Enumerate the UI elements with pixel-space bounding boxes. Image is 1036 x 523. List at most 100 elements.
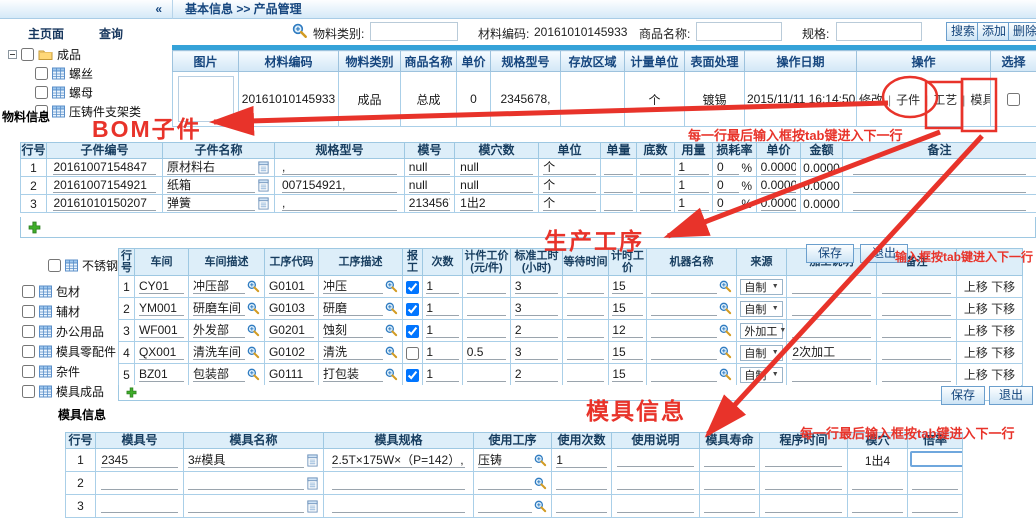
bom-moldno-input[interactable]: null xyxy=(408,160,451,176)
collapse-sidebar-icon[interactable]: « xyxy=(155,2,162,16)
bom-remark-input[interactable] xyxy=(852,197,1027,211)
bom-cavity-input[interactable]: null xyxy=(460,178,533,194)
add-button[interactable]: 添加 xyxy=(977,22,1012,41)
note-lookup-icon[interactable] xyxy=(306,477,319,490)
proc-wait-input[interactable] xyxy=(566,368,605,382)
proc-remark-input[interactable] xyxy=(882,280,951,294)
sidebar-tab-query[interactable]: 查询 xyxy=(99,27,124,41)
tree-node-fucai[interactable]: 辅材 xyxy=(22,303,80,320)
tree-node-label[interactable]: 螺丝 xyxy=(69,67,94,81)
proc-opdesc-input[interactable]: 蚀刻 xyxy=(323,323,383,338)
mold-usenote-input[interactable] xyxy=(617,476,694,491)
move-up-link[interactable]: 上移 xyxy=(963,368,988,382)
mold-spec-input[interactable] xyxy=(331,499,466,514)
proc-times-input[interactable]: 1 xyxy=(426,367,459,383)
tree-checkbox[interactable] xyxy=(22,365,35,378)
add-row-icon[interactable] xyxy=(28,221,41,234)
bom-moldno-input[interactable]: null xyxy=(408,178,451,194)
bom-unit-input[interactable]: 个 xyxy=(543,196,596,212)
bom-cavity-input[interactable]: 1出2 xyxy=(460,196,533,212)
proc-hourprice-input[interactable]: 15 xyxy=(612,345,643,361)
proc-stdhours-input[interactable]: 3 xyxy=(514,301,559,317)
proc-shopdesc-input[interactable]: 研磨车间 xyxy=(193,301,245,316)
magnifier-lookup-icon[interactable] xyxy=(719,280,732,293)
proc-opcode-input[interactable]: G0101 xyxy=(268,279,315,295)
sidebar-tab-main[interactable]: 主页面 xyxy=(28,27,65,41)
mold-cavity-input[interactable] xyxy=(852,476,903,491)
tree-checkbox[interactable] xyxy=(22,325,35,338)
magnifier-lookup-icon[interactable] xyxy=(719,368,732,381)
tree-node-bangong[interactable]: 办公用品 xyxy=(22,323,104,340)
proc-report-checkbox[interactable] xyxy=(406,324,419,338)
magnifier-lookup-icon[interactable] xyxy=(247,302,260,315)
note-lookup-icon[interactable] xyxy=(257,179,270,192)
move-up-link[interactable]: 上移 xyxy=(963,346,988,360)
tree-node-root[interactable]: 成品 xyxy=(8,46,81,63)
proc-note-input[interactable] xyxy=(792,302,871,316)
bom-spec-input[interactable]: , xyxy=(282,160,397,176)
proc-opcode-input[interactable]: G0103 xyxy=(268,301,315,317)
magnifier-lookup-icon[interactable] xyxy=(247,368,260,381)
proc-shop-input[interactable]: YM001 xyxy=(138,301,185,317)
magnifier-lookup-icon[interactable] xyxy=(719,324,732,337)
mold-no-input[interactable]: 2345 xyxy=(101,453,178,468)
proc-pieceprice-input[interactable] xyxy=(466,324,507,338)
magnifier-lookup-icon[interactable] xyxy=(385,324,398,337)
mold-progtime-input[interactable] xyxy=(765,476,842,491)
move-up-link[interactable]: 上移 xyxy=(963,280,988,294)
proc-opcode-input[interactable]: G0102 xyxy=(268,345,315,361)
magnifier-lookup-icon[interactable] xyxy=(534,454,547,467)
proc-note-input[interactable]: 2次加工 xyxy=(792,345,871,361)
bom-childname-input[interactable]: 原材料右 xyxy=(167,160,255,175)
proc-report-checkbox[interactable] xyxy=(406,368,419,382)
mold-usecount-input[interactable] xyxy=(556,476,607,491)
mold-usenote-input[interactable] xyxy=(617,453,694,468)
bom-childcode-input[interactable]: 20161007154847 xyxy=(53,160,156,176)
process-save-button[interactable]: 保存 xyxy=(806,244,854,263)
bom-base-input[interactable] xyxy=(640,197,671,211)
proc-wait-input[interactable] xyxy=(566,280,605,294)
proc-opdesc-input[interactable]: 研磨 xyxy=(323,301,383,316)
magnifier-lookup-icon[interactable] xyxy=(719,346,732,359)
bom-spec-input[interactable]: 007154921, xyxy=(282,178,397,194)
bom-moldno-input[interactable]: 21345678 xyxy=(408,196,451,212)
tree-node-yazhujian[interactable]: 压铸件支架类 xyxy=(35,103,141,120)
proc-shopdesc-input[interactable]: 包装部 xyxy=(193,367,245,382)
filter-spec-input[interactable] xyxy=(836,22,922,41)
tree-node-baocai[interactable]: 包材 xyxy=(22,283,80,300)
magnifier-lookup-icon[interactable] xyxy=(385,280,398,293)
proc-source-select[interactable]: 外加工 xyxy=(740,322,783,339)
proc-source-select[interactable]: 自制 xyxy=(740,366,783,383)
proc-times-input[interactable]: 1 xyxy=(426,301,459,317)
proc-note-input[interactable] xyxy=(792,324,871,338)
proc-source-select[interactable]: 自制 xyxy=(740,344,783,361)
tree-node-luosi[interactable]: 螺丝 xyxy=(35,65,93,82)
note-lookup-icon[interactable] xyxy=(257,197,270,210)
magnifier-lookup-icon[interactable] xyxy=(385,368,398,381)
magnifier-lookup-icon[interactable] xyxy=(534,500,547,513)
bom-unitqty-input[interactable] xyxy=(604,179,633,193)
bom-base-input[interactable] xyxy=(640,179,671,193)
move-up-link[interactable]: 上移 xyxy=(963,324,988,338)
proc-note-input[interactable] xyxy=(792,280,871,294)
mold-no-input[interactable] xyxy=(101,499,178,514)
move-up-link[interactable]: 上移 xyxy=(963,302,988,316)
mold-name-input[interactable] xyxy=(188,499,304,513)
tree-checkbox[interactable] xyxy=(21,48,34,61)
proc-times-input[interactable]: 1 xyxy=(426,345,459,361)
note-lookup-icon[interactable] xyxy=(306,500,319,513)
proc-pieceprice-input[interactable]: 0.5 xyxy=(466,345,507,361)
proc-stdhours-input[interactable]: 3 xyxy=(514,279,559,295)
bom-unit-input[interactable]: 个 xyxy=(543,160,596,176)
bom-unit-input[interactable]: 个 xyxy=(543,178,596,194)
proc-opcode-input[interactable]: G0111 xyxy=(268,367,315,383)
proc-stdhours-input[interactable]: 2 xyxy=(514,367,559,383)
proc-remark-input[interactable] xyxy=(882,302,951,316)
proc-machine-input[interactable] xyxy=(651,302,717,316)
mold-progtime-input[interactable] xyxy=(765,453,842,468)
proc-stdhours-input[interactable]: 2 xyxy=(514,323,559,339)
tree-checkbox[interactable] xyxy=(22,305,35,318)
proc-times-input[interactable]: 1 xyxy=(426,323,459,339)
proc-hourprice-input[interactable]: 15 xyxy=(612,367,643,383)
bom-cavity-input[interactable]: null xyxy=(460,160,533,176)
